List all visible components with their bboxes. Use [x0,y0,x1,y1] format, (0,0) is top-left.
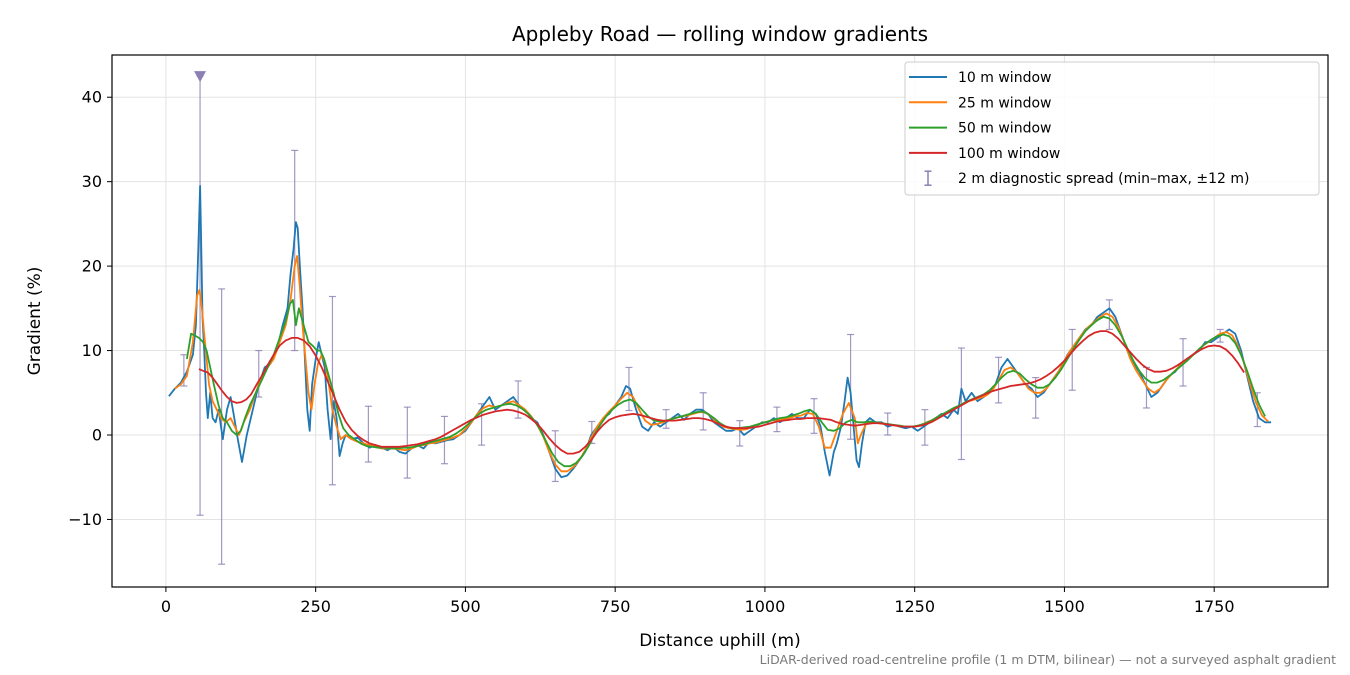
legend-label: 2 m diagnostic spread (min–max, ±12 m) [958,171,1249,187]
y-tick-label: 20 [82,257,102,276]
y-tick-label: 10 [82,341,102,360]
x-tick-label: 1750 [1194,597,1235,616]
series-line [198,330,1245,455]
x-axis-label: Distance uphill (m) [639,631,800,651]
x-tick-label: 250 [300,597,331,616]
legend: 10 m window 25 m window 50 m window 100 m w… [904,61,1320,196]
y-tick-label: 0 [92,426,102,445]
y-tick-label: 30 [82,172,102,191]
x-tick-label: 750 [600,597,631,616]
x-tick-label: 500 [450,597,481,616]
x-tick-label: 1000 [745,597,786,616]
y-tick-label: −10 [68,510,102,529]
legend-label: 10 m window [958,70,1051,86]
legend-box [904,61,1320,196]
x-tick-label: 1250 [894,597,935,616]
axis-ticks: 0 250 500 750 1000 1250 1500 1750 −10 0 10 20 30 40 [68,88,1234,616]
chart-title: Appleby Road — rolling window gradients [512,22,928,46]
legend-label: 50 m window [958,121,1051,137]
legend-label: 25 m window [958,95,1051,111]
x-tick-label: 0 [161,597,171,616]
legend-label: 100 m window [958,146,1060,162]
series-line [186,299,1266,468]
x-tick-label: 1500 [1044,597,1085,616]
y-tick-label: 40 [82,88,102,107]
series-layer [168,71,1272,565]
y-axis-label: Gradient (%) [25,267,45,376]
clipped-marker [194,71,207,83]
footnote: LiDAR-derived road-centreline profile (1… [759,652,1336,667]
plot-frame [111,54,1329,588]
